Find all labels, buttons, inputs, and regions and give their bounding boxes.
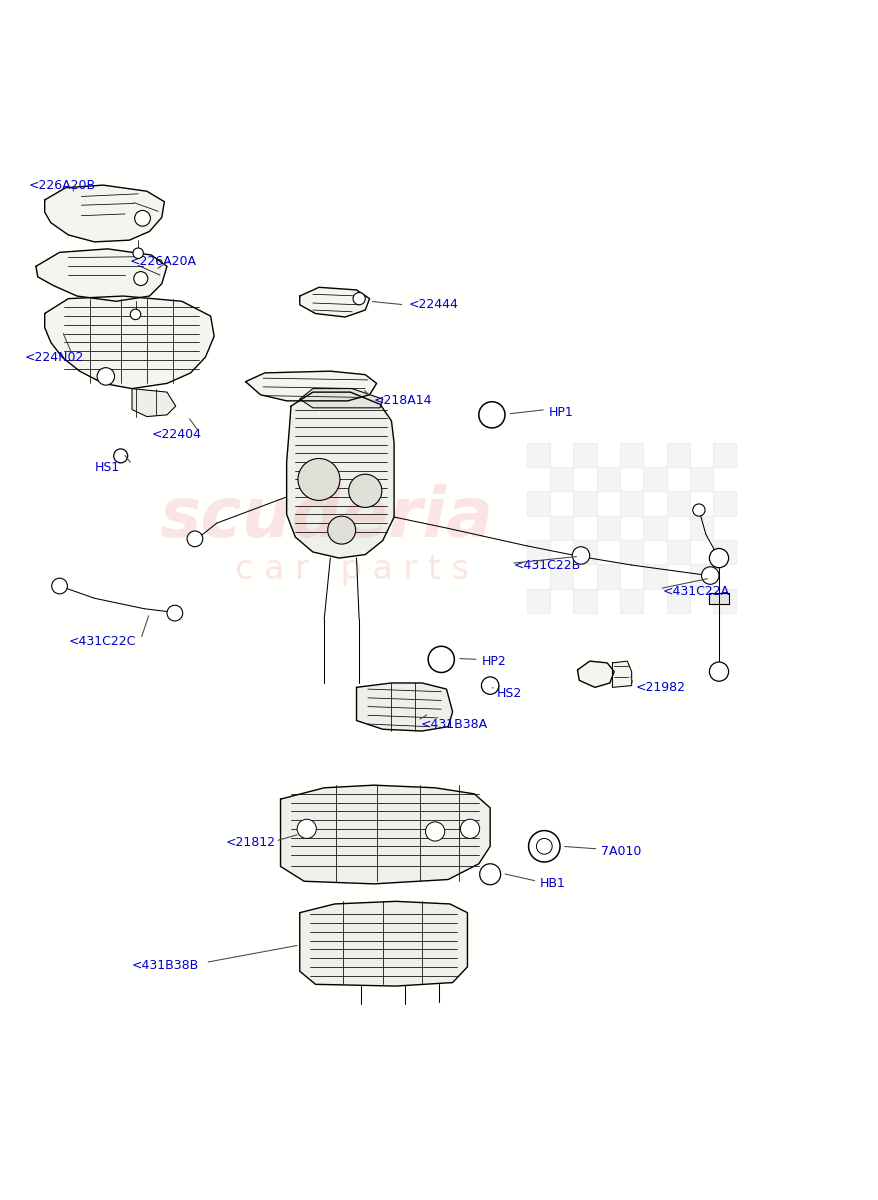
- Text: 7A010: 7A010: [601, 845, 641, 858]
- Bar: [526, 443, 550, 467]
- Text: <21812: <21812: [226, 836, 275, 850]
- Text: HS2: HS2: [496, 686, 521, 700]
- Polygon shape: [132, 389, 176, 416]
- Text: <22404: <22404: [151, 427, 201, 440]
- Bar: [689, 516, 712, 540]
- Circle shape: [167, 605, 183, 620]
- Circle shape: [327, 516, 356, 544]
- Bar: [643, 467, 666, 492]
- Bar: [666, 540, 689, 564]
- Bar: [572, 589, 596, 613]
- Text: c a r   p a r t s: c a r p a r t s: [235, 553, 469, 586]
- Polygon shape: [45, 185, 164, 242]
- Text: <21982: <21982: [636, 680, 685, 694]
- Circle shape: [187, 530, 203, 547]
- Circle shape: [481, 677, 499, 695]
- Text: <224N02: <224N02: [25, 350, 84, 364]
- Text: HP1: HP1: [548, 406, 572, 419]
- Circle shape: [460, 820, 479, 839]
- Bar: [526, 589, 550, 613]
- Polygon shape: [299, 389, 382, 408]
- Circle shape: [113, 449, 127, 463]
- Circle shape: [134, 210, 150, 226]
- Circle shape: [692, 504, 704, 516]
- Bar: [550, 516, 572, 540]
- Bar: [712, 589, 736, 613]
- Bar: [619, 589, 643, 613]
- Polygon shape: [280, 785, 490, 884]
- Circle shape: [97, 367, 114, 385]
- Circle shape: [425, 822, 444, 841]
- Circle shape: [701, 566, 718, 584]
- Text: scuderia: scuderia: [159, 484, 493, 551]
- Polygon shape: [356, 683, 452, 731]
- Bar: [643, 516, 666, 540]
- Polygon shape: [299, 901, 467, 986]
- Bar: [572, 492, 596, 516]
- Bar: [619, 540, 643, 564]
- Circle shape: [528, 830, 559, 862]
- Circle shape: [298, 458, 340, 500]
- Text: HB1: HB1: [539, 877, 565, 890]
- Bar: [526, 540, 550, 564]
- Circle shape: [536, 839, 551, 854]
- Text: <431B38A: <431B38A: [420, 718, 487, 731]
- Circle shape: [353, 293, 365, 305]
- Bar: [526, 492, 550, 516]
- Polygon shape: [36, 248, 167, 301]
- Bar: [666, 589, 689, 613]
- Text: HS1: HS1: [94, 461, 119, 474]
- Text: <22444: <22444: [408, 299, 458, 311]
- Text: <431C22B: <431C22B: [513, 558, 580, 571]
- Circle shape: [133, 271, 148, 286]
- Bar: [712, 540, 736, 564]
- Bar: [572, 540, 596, 564]
- Bar: [596, 516, 619, 540]
- Circle shape: [479, 864, 500, 884]
- Circle shape: [130, 310, 140, 319]
- Bar: [666, 492, 689, 516]
- Polygon shape: [245, 371, 376, 401]
- Bar: [550, 564, 572, 589]
- Circle shape: [52, 578, 68, 594]
- Polygon shape: [45, 296, 214, 389]
- Bar: [712, 443, 736, 467]
- Bar: [596, 564, 619, 589]
- Text: <431C22C: <431C22C: [68, 636, 135, 648]
- Text: <431C22A: <431C22A: [661, 584, 729, 598]
- Polygon shape: [708, 593, 729, 605]
- Text: <431B38B: <431B38B: [132, 959, 199, 972]
- Bar: [596, 467, 619, 492]
- Bar: [666, 443, 689, 467]
- Polygon shape: [299, 287, 370, 317]
- Bar: [619, 492, 643, 516]
- Circle shape: [709, 662, 728, 682]
- Text: <226A20B: <226A20B: [29, 179, 96, 192]
- Polygon shape: [286, 392, 393, 558]
- Bar: [550, 467, 572, 492]
- Text: <218A14: <218A14: [373, 395, 432, 407]
- Polygon shape: [577, 661, 614, 688]
- Circle shape: [297, 820, 316, 839]
- Text: <226A20A: <226A20A: [129, 254, 196, 268]
- Bar: [643, 564, 666, 589]
- Polygon shape: [612, 661, 631, 688]
- Bar: [689, 564, 712, 589]
- Bar: [712, 492, 736, 516]
- Circle shape: [709, 548, 728, 568]
- Circle shape: [572, 547, 589, 564]
- Circle shape: [479, 402, 505, 428]
- Bar: [689, 467, 712, 492]
- Circle shape: [133, 248, 143, 258]
- Circle shape: [349, 474, 381, 508]
- Text: HP2: HP2: [481, 655, 506, 667]
- Circle shape: [428, 647, 454, 672]
- Bar: [572, 443, 596, 467]
- Bar: [619, 443, 643, 467]
